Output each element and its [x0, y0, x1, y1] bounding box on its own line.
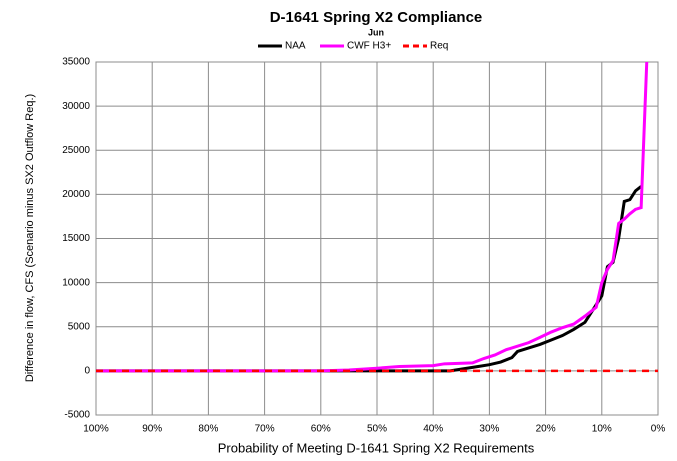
x-tick-label: 20%: [536, 424, 556, 435]
chart-subtitle: Jun: [368, 27, 384, 37]
legend-label: CWF H3+: [347, 41, 391, 52]
x-tick-label: 100%: [83, 424, 109, 435]
y-axis-label: Difference in flow, CFS (Scenario minus …: [24, 94, 36, 382]
legend-label: NAA: [285, 41, 306, 52]
x-tick-label: 40%: [423, 424, 443, 435]
x-tick-label: 90%: [142, 424, 162, 435]
plot-border: [95, 61, 659, 416]
chart-title: D-1641 Spring X2 Compliance: [270, 9, 483, 26]
series-line: [96, 61, 649, 373]
y-tick-label: 25000: [62, 145, 90, 156]
y-tick-label: 20000: [62, 189, 90, 200]
x-tick-label: 10%: [592, 424, 612, 435]
y-tick-label: 0: [84, 366, 90, 377]
x-tick-label: 80%: [198, 424, 218, 435]
y-tick-label: 15000: [62, 233, 90, 244]
x-tick-label: 50%: [367, 424, 387, 435]
x-tick-label: 60%: [311, 424, 331, 435]
y-tick-label: 10000: [62, 277, 90, 288]
y-tick-label: 5000: [68, 321, 91, 332]
series-line: [96, 185, 643, 373]
x-tick-label: 70%: [255, 424, 275, 435]
x-tick-label: 0%: [651, 424, 666, 435]
legend-label: Req: [430, 41, 448, 52]
y-tick-label: 35000: [62, 57, 90, 68]
y-tick-label: 30000: [62, 101, 90, 112]
y-tick-label: -5000: [64, 410, 90, 421]
x-tick-label: 30%: [479, 424, 499, 435]
x-axis-label: Probability of Meeting D-1641 Spring X2 …: [218, 440, 535, 455]
